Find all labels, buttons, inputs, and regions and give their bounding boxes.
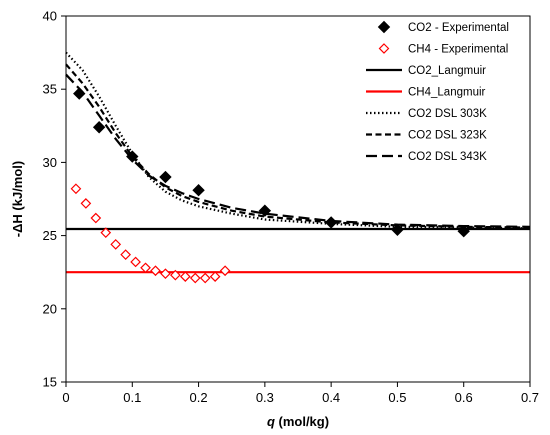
legend-label-co2-langmuir: CO2_Langmuir xyxy=(408,65,486,77)
y-tick-label: 25 xyxy=(43,228,57,243)
data-point-co2-experimental xyxy=(258,204,272,217)
y-axis-label: -ΔH (kJ/mol) xyxy=(10,161,25,238)
y-axis-label-var: -ΔH xyxy=(10,214,25,237)
x-tick-label: 0.2 xyxy=(190,390,208,405)
ticks-layer: 0 0.1 0.2 0.3 0.4 0.5 0.6 0.7 15 20 25 30 35 40 xyxy=(43,9,540,406)
data-point-ch4-experimental xyxy=(90,212,102,224)
y-tick-label: 15 xyxy=(43,375,57,390)
x-tick-label: 0 xyxy=(62,390,69,405)
data-point-co2-experimental xyxy=(324,216,338,229)
legend-label-co2-dsl-303k: CO2 DSL 303K xyxy=(408,108,487,120)
y-tick-label: 30 xyxy=(43,155,57,170)
data-point-co2-experimental xyxy=(391,223,404,236)
series-line-co2-dsl-343k xyxy=(65,73,531,228)
legend-label-co2-dsl-343k: CO2 DSL 343K xyxy=(408,151,487,163)
data-point-co2-experimental xyxy=(159,170,172,184)
legend-label-co2-dsl-323k: CO2 DSL 323K xyxy=(408,130,487,142)
data-point-ch4-experimental xyxy=(120,249,132,260)
x-tick-label: 0.4 xyxy=(322,390,340,405)
data-point-co2-experimental xyxy=(92,121,106,134)
data-point-co2-experimental xyxy=(73,87,86,100)
data-point-ch4-experimental xyxy=(130,256,141,268)
legend-label-ch4-experimental: CH4 - Experimental xyxy=(408,44,508,56)
data-point-co2-experimental xyxy=(192,184,205,197)
data-point-ch4-experimental xyxy=(160,268,171,280)
data-point-co2-experimental xyxy=(457,225,470,238)
x-axis-label: q (mol/kg) xyxy=(267,414,329,429)
x-tick-label: 0.7 xyxy=(521,390,539,405)
y-tick-label: 40 xyxy=(43,9,57,24)
legend-swatch-ch4-experimental xyxy=(378,43,390,54)
y-tick-label: 35 xyxy=(43,82,57,97)
x-tick-label: 0.1 xyxy=(123,390,141,405)
data-point-ch4-experimental xyxy=(100,227,112,239)
series-layer xyxy=(65,51,531,284)
data-point-ch4-experimental xyxy=(199,272,211,284)
y-axis-label-unit: (kJ/mol) xyxy=(10,161,25,214)
legend-label-co2-experimental: CO2 - Experimental xyxy=(408,22,509,34)
data-point-ch4-experimental xyxy=(140,262,151,274)
data-point-ch4-experimental xyxy=(70,183,82,195)
data-point-ch4-experimental xyxy=(209,271,221,282)
x-tick-label: 0.6 xyxy=(455,390,473,405)
legend-label-ch4-langmuir: CH4_Langmuir xyxy=(408,87,486,99)
series-line-co2-dsl-323k xyxy=(65,63,531,229)
legend: CO2 - Experimental CH4 - Experimental CO2_… xyxy=(366,20,509,163)
data-point-ch4-experimental xyxy=(179,271,191,282)
data-point-ch4-experimental xyxy=(110,239,122,250)
x-tick-label: 0.3 xyxy=(256,390,274,405)
data-point-ch4-experimental xyxy=(150,265,161,277)
legend-swatch-co2-experimental xyxy=(377,20,391,34)
y-tick-label: 20 xyxy=(43,301,57,316)
data-point-ch4-experimental xyxy=(80,198,92,209)
data-point-ch4-experimental xyxy=(219,265,231,277)
plot-frame xyxy=(65,15,531,383)
data-point-ch4-experimental xyxy=(170,269,181,281)
x-axis-label-unit: (mol/kg) xyxy=(275,414,329,429)
data-point-co2-experimental xyxy=(126,150,139,163)
data-point-ch4-experimental xyxy=(189,272,201,284)
x-tick-label: 0.5 xyxy=(388,390,406,405)
x-axis-label-var: q xyxy=(267,414,275,429)
